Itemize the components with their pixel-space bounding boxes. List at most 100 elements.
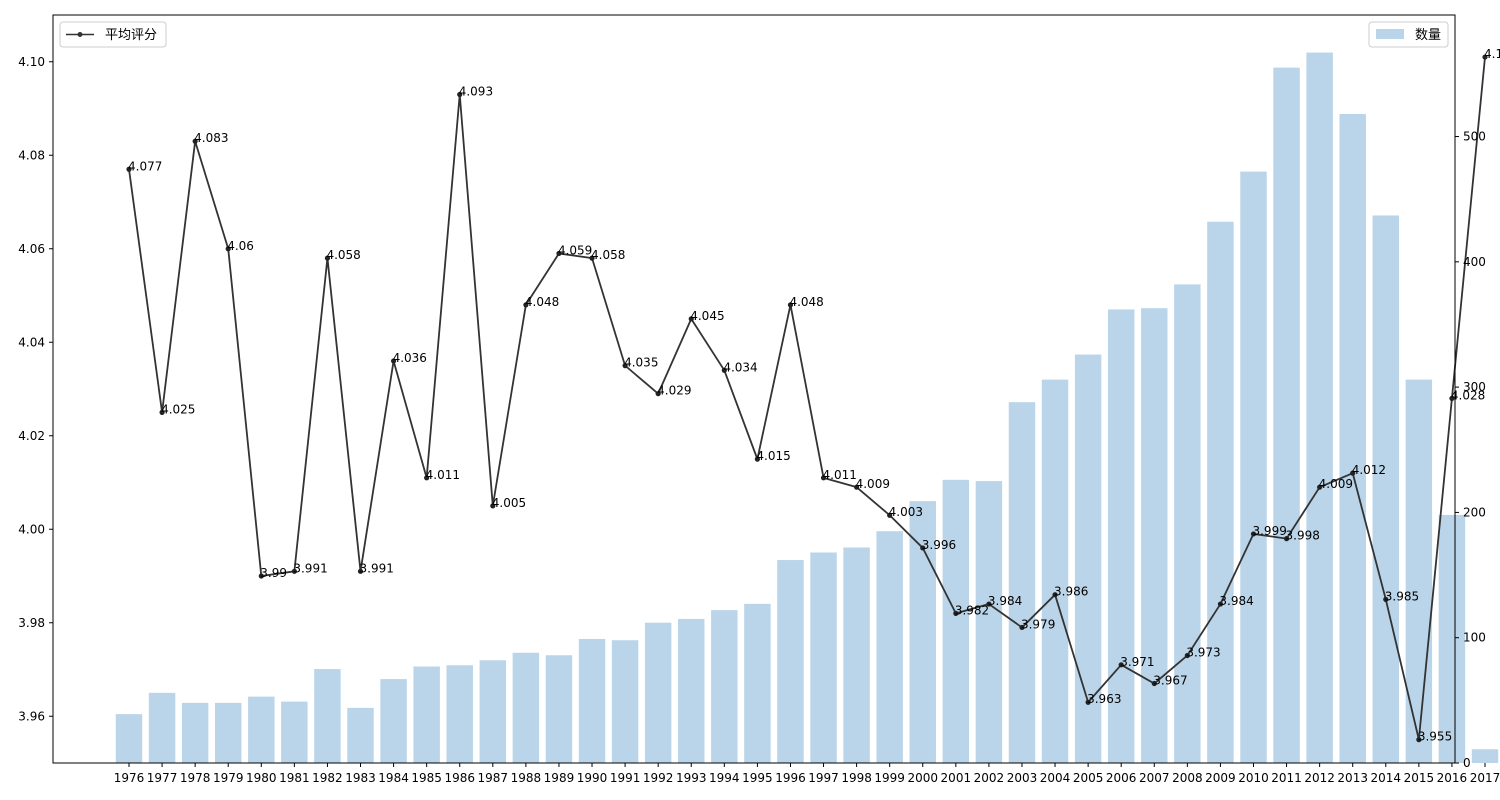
x-tick-label-2006: 2006 [1106, 771, 1137, 785]
left-tick-label-3.98: 3.98 [18, 616, 45, 630]
data-label-1988: 4.048 [525, 295, 559, 309]
x-tick-label-1994: 1994 [709, 771, 740, 785]
data-label-1986: 4.093 [459, 84, 493, 98]
x-tick-label-2005: 2005 [1073, 771, 1104, 785]
bar-1999 [876, 531, 903, 763]
x-tick-label-2015: 2015 [1404, 771, 1435, 785]
point-1978 [192, 138, 198, 144]
data-label-1982: 4.058 [326, 248, 360, 262]
x-tick-label-1990: 1990 [577, 771, 608, 785]
x-tick-label-2007: 2007 [1139, 771, 1170, 785]
data-label-1978: 4.083 [194, 131, 228, 145]
data-label-2001: 3.982 [955, 603, 989, 617]
bar-1980 [248, 696, 275, 763]
point-1976 [126, 166, 132, 172]
line-legend: 平均评分 [59, 21, 167, 48]
left-tick-label-3.96: 3.96 [18, 709, 45, 723]
bar-1982 [314, 669, 341, 763]
x-tick-label-2014: 2014 [1371, 771, 1402, 785]
x-tick-label-2008: 2008 [1172, 771, 1203, 785]
x-tick-label-1985: 1985 [411, 771, 442, 785]
left-tick-label-4.08: 4.08 [18, 148, 45, 162]
x-tick-label-2000: 2000 [907, 771, 938, 785]
bar-1981 [281, 701, 308, 763]
bar-1990 [578, 638, 606, 763]
right-tick-label-0: 0 [1463, 756, 1471, 770]
data-label-1991: 4.035 [624, 356, 658, 370]
data-label-2003: 3.979 [1021, 617, 1055, 631]
data-label-2006: 3.971 [1120, 655, 1154, 669]
bar-legend-swatch [1376, 29, 1404, 39]
point-1999 [887, 512, 893, 518]
left-tick-label-4.06: 4.06 [18, 242, 45, 256]
bar-1985 [413, 666, 440, 763]
point-2013 [1350, 470, 1356, 476]
point-2011 [1283, 536, 1290, 542]
x-tick-label-1979: 1979 [213, 771, 244, 785]
x-tick-label-1980: 1980 [246, 771, 277, 785]
left-tick-label-4.02: 4.02 [18, 429, 45, 443]
data-labels: 4.077 4.025 4.083 4.06 3.99 3.991 4.058 3.991 4.… [128, 47, 1500, 744]
bar-1995 [744, 603, 771, 763]
point-2014 [1383, 596, 1389, 602]
point-1988 [523, 302, 529, 308]
point-1994 [721, 367, 727, 373]
right-tick-label-100: 100 [1463, 631, 1486, 645]
x-tick-label-1993: 1993 [676, 771, 707, 785]
point-1996 [787, 302, 794, 308]
data-label-1981: 3.991 [293, 561, 327, 575]
bar-1993 [678, 618, 705, 763]
bar-2002 [975, 481, 1003, 763]
point-1990 [589, 255, 595, 261]
data-label-2014: 3.985 [1385, 589, 1419, 603]
data-label-1977: 4.025 [161, 402, 195, 416]
x-tick-label-2010: 2010 [1238, 771, 1269, 785]
data-label-1980: 3.99 [260, 566, 287, 580]
bar-2004 [1041, 379, 1069, 763]
point-2007 [1151, 680, 1157, 687]
x-tick-label-1976: 1976 [114, 771, 145, 785]
point-1993 [688, 316, 694, 322]
x-tick-label-2009: 2009 [1205, 771, 1236, 785]
bar-2017 [1471, 749, 1499, 763]
data-label-2000: 3.996 [922, 538, 956, 552]
point-2017 [1482, 54, 1488, 60]
bar-2001 [942, 479, 970, 763]
bar-1978 [181, 702, 209, 763]
point-1986 [457, 91, 463, 98]
bar-legend-box [1368, 21, 1449, 48]
right-tick-label-500: 500 [1463, 130, 1486, 144]
point-1997 [820, 475, 827, 481]
line-legend-marker [77, 32, 83, 37]
bar-2006 [1107, 309, 1135, 763]
bar-1992 [644, 622, 672, 763]
right-tick-label-200: 200 [1463, 505, 1486, 519]
point-2006 [1118, 662, 1124, 668]
bar-2008 [1174, 284, 1201, 763]
bar-2015 [1405, 379, 1433, 763]
data-label-1985: 4.011 [426, 468, 460, 482]
bar-2012 [1306, 52, 1333, 763]
bar-2000 [909, 501, 936, 763]
x-tick-label-1984: 1984 [378, 771, 409, 785]
data-label-1984: 4.036 [393, 351, 427, 365]
line-legend-box [59, 21, 167, 48]
point-2000 [920, 545, 926, 551]
x-tick-label-1977: 1977 [147, 771, 178, 785]
x-tick-label-2012: 2012 [1304, 771, 1335, 785]
point-2015 [1416, 737, 1422, 743]
point-2008 [1184, 652, 1190, 659]
point-2010 [1250, 531, 1257, 537]
x-tick-label-1997: 1997 [808, 771, 839, 785]
x-tick-label-1978: 1978 [180, 771, 211, 785]
bar-1998 [843, 547, 870, 763]
left-tick-label-4.10: 4.10 [18, 55, 45, 69]
data-label-1989: 4.059 [558, 243, 592, 257]
x-tick-label-1999: 1999 [874, 771, 905, 785]
x-tick-label-1981: 1981 [279, 771, 310, 785]
x-tick-label-2017: 2017 [1470, 771, 1500, 785]
data-label-2017: 4.101 [1484, 47, 1500, 61]
data-label-2008: 3.973 [1186, 645, 1220, 659]
point-2001 [953, 610, 959, 617]
data-label-2015: 3.955 [1418, 730, 1452, 744]
